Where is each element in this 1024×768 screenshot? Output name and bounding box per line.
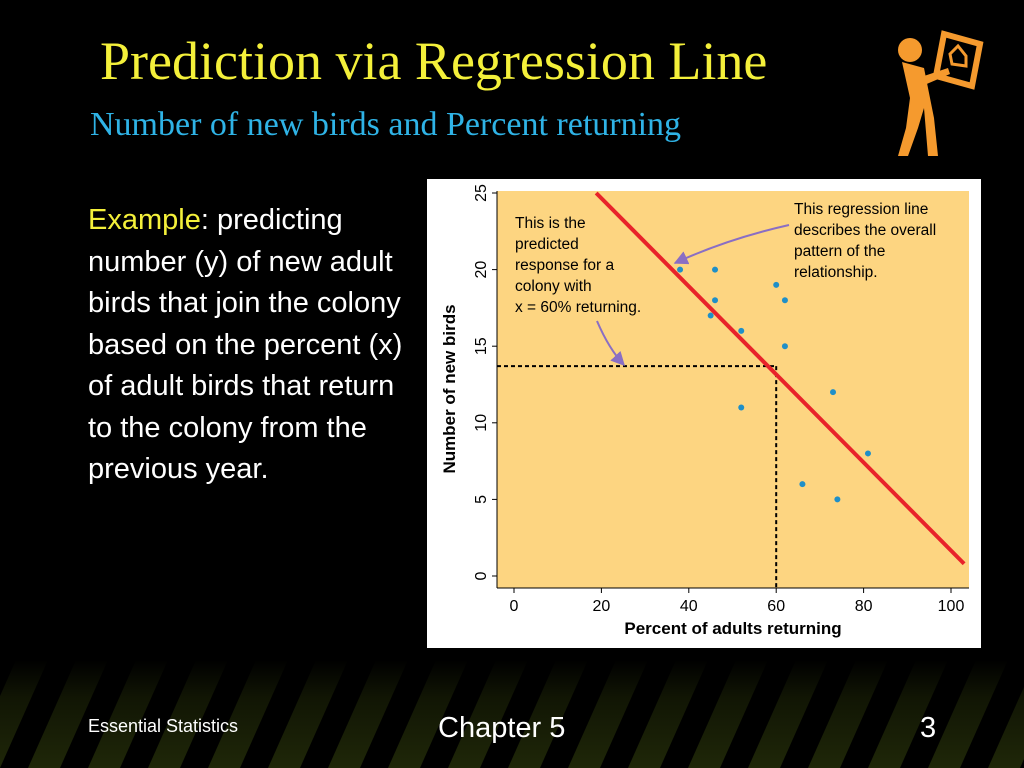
annotation-left-line-1: This is the: [515, 215, 586, 232]
annotation-right-line-3: pattern of the: [794, 243, 885, 260]
annotation-right-line-1: This regression line: [794, 201, 928, 218]
annotation-left-line-4: colony with: [515, 278, 592, 295]
data-point: [864, 450, 871, 457]
page-number: 3: [920, 712, 937, 744]
y-tick-label: 10: [473, 414, 490, 432]
data-point: [738, 404, 745, 411]
data-point: [677, 266, 684, 273]
x-tick-group: [513, 588, 952, 593]
x-tick-label: 40: [680, 598, 698, 615]
body-paragraph: Example: predicting number (y) of new ad…: [88, 200, 413, 491]
annotation-left-line-5: x = 60% returning.: [515, 299, 641, 316]
x-axis-label: Percent of adults returning: [624, 619, 841, 638]
y-tick-group: [492, 192, 497, 577]
plot-area: [497, 191, 969, 588]
data-points: [677, 266, 871, 503]
body-rest: : predicting number (y) of new adult bir…: [88, 204, 403, 485]
y-tick-labels: 0 5 10 15 20 25: [473, 184, 490, 580]
y-tick-label: 5: [473, 495, 490, 504]
y-axis-label: Number of new birds: [440, 304, 459, 473]
data-point: [834, 496, 841, 503]
x-tick-label: 100: [938, 598, 965, 615]
data-point: [799, 481, 806, 488]
annotation-right: This regression line describes the overa…: [794, 201, 936, 281]
y-tick-label: 15: [473, 337, 490, 355]
annotation-right-line-4: relationship.: [794, 264, 878, 281]
scatter-chart: 0 20 40 60 80 100 0 5 10 15 20 25 Percent of adult…: [427, 179, 981, 648]
footer-course-title: Essential Statistics: [88, 716, 239, 736]
annotation-left: This is the predicted response for a col…: [515, 215, 641, 316]
annotation-left-line-2: predicted: [515, 236, 579, 253]
x-tick-label: 60: [767, 598, 785, 615]
data-point: [781, 297, 788, 304]
x-tick-labels: 0 20 40 60 80 100: [510, 598, 965, 615]
person-holding-sign-icon: [898, 30, 984, 156]
regression-line: [594, 191, 966, 566]
annotation-right-line-2: describes the overall: [794, 222, 936, 239]
slide-title: Prediction via Regression Line: [100, 31, 768, 91]
data-point: [707, 312, 714, 319]
y-tick-label: 25: [473, 184, 490, 202]
annotation-arrow-left: [596, 320, 625, 367]
data-point: [712, 297, 719, 304]
annotation-left-line-3: response for a: [515, 257, 614, 274]
data-point: [738, 327, 745, 334]
x-tick-label: 20: [593, 598, 611, 615]
data-point: [712, 266, 719, 273]
data-point: [830, 389, 837, 396]
decorative-stripe-band: [0, 660, 1024, 768]
body-lead: Example: [88, 204, 201, 236]
y-tick-label: 0: [473, 571, 490, 580]
x-tick-label: 0: [510, 598, 519, 615]
annotation-arrow-right: [673, 224, 790, 265]
chart-canvas: 0 20 40 60 80 100 0 5 10 15 20 25 Percent of adult…: [440, 184, 969, 638]
x-tick-label: 80: [855, 598, 873, 615]
slide-subtitle: Number of new birds and Percent returnin…: [90, 106, 682, 143]
data-point: [781, 343, 788, 350]
y-tick-label: 20: [473, 261, 490, 279]
footer-chapter: Chapter 5: [438, 712, 566, 744]
data-point: [773, 281, 780, 288]
